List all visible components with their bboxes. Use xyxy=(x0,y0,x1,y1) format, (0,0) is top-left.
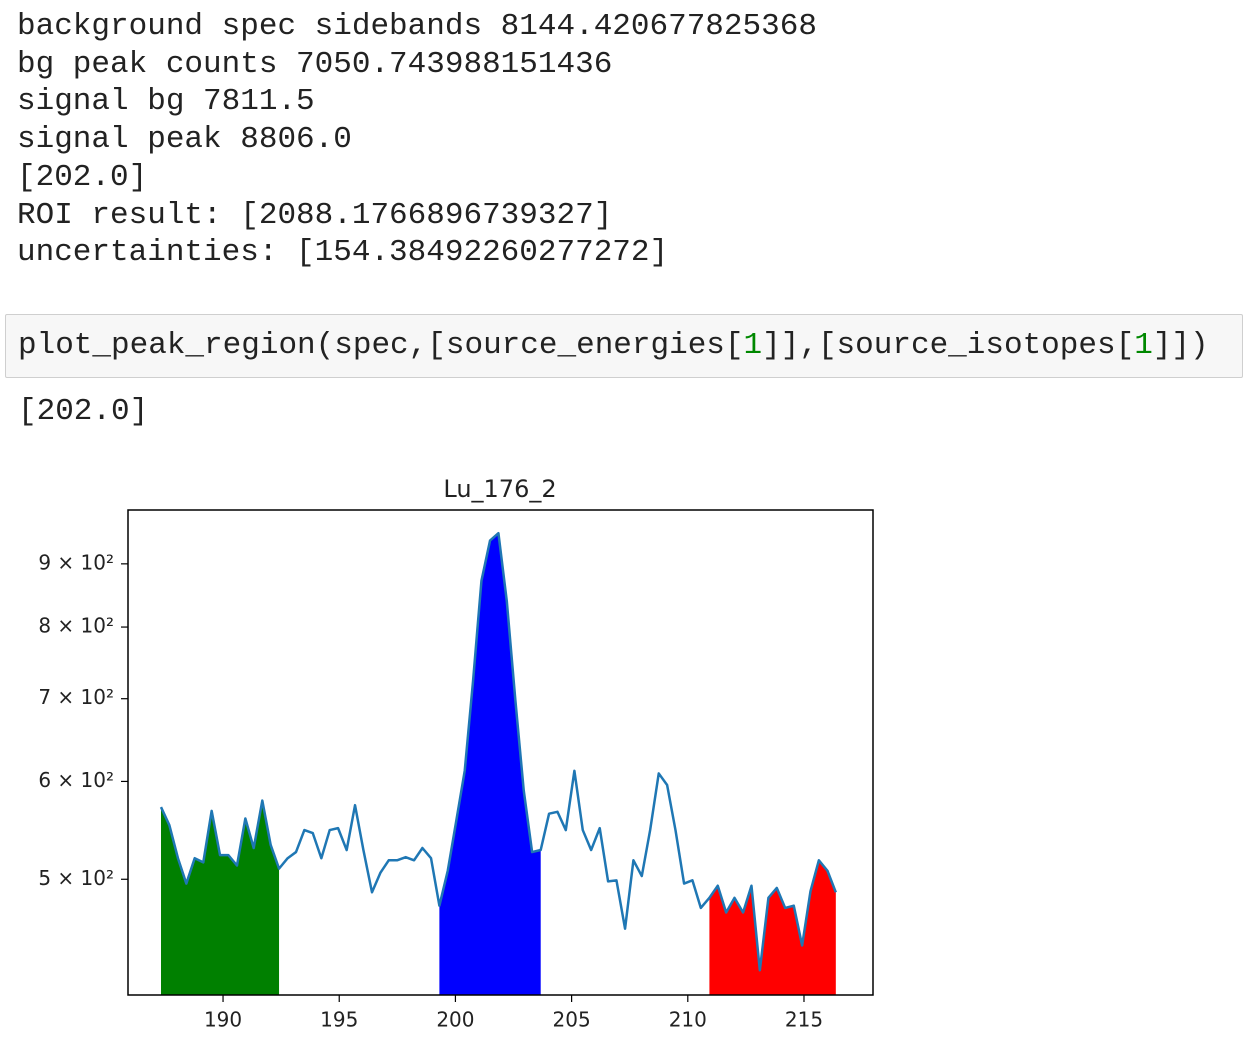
output-line: signal peak 8806.0 xyxy=(17,122,352,158)
output-line: ROI result: [2088.1766896739327] xyxy=(17,197,613,233)
axes-frame xyxy=(127,509,874,996)
x-tick-label: 190 xyxy=(204,1008,242,1032)
code-number: 1 xyxy=(743,328,763,363)
x-tick-label: 215 xyxy=(785,1008,823,1032)
code-token: plot_peak_region(spec,[source_energies[ xyxy=(18,328,744,363)
code-line: plot_peak_region(spec,[source_energies[1… xyxy=(18,327,1209,365)
output-line: background spec sidebands 8144.420677825… xyxy=(17,9,817,44)
code-number: 1 xyxy=(1134,328,1153,363)
fill-region xyxy=(709,860,836,995)
x-tick-label: 205 xyxy=(553,1008,591,1032)
y-tick-label: 9 × 10² xyxy=(38,550,114,574)
y-tick-label: 7 × 10² xyxy=(38,685,114,709)
output-line: [202.0] xyxy=(17,159,148,195)
y-tick-label: 8 × 10² xyxy=(38,614,114,638)
output-line: uncertainties: [154.38492260277272] xyxy=(17,235,669,271)
code-cell[interactable]: plot_peak_region(spec,[source_energies[1… xyxy=(5,314,1243,378)
code-token: ]]) xyxy=(1152,328,1209,363)
y-tick-label: 5 × 10² xyxy=(38,866,114,890)
chart-title: Lu_176_2 xyxy=(443,475,556,503)
x-tick-label: 195 xyxy=(320,1008,358,1032)
fill-region xyxy=(439,533,541,995)
output-line: signal bg 7811.5 xyxy=(17,84,315,120)
x-tick-label: 200 xyxy=(436,1008,474,1032)
chart: Lu_176_2 190 195 200 205 210 215 5 × 10² 6 × 10… xyxy=(38,475,874,1032)
y-tick-label: 6 × 10² xyxy=(38,768,114,792)
cell-output: [202.0] xyxy=(18,394,149,429)
data-line xyxy=(159,531,837,972)
output-line: bg peak counts 7050.743988151436 xyxy=(17,46,613,82)
x-tick-label: 210 xyxy=(669,1008,707,1032)
fill-region xyxy=(160,800,280,995)
code-token: ]],[source_isotopes[ xyxy=(762,328,1135,363)
